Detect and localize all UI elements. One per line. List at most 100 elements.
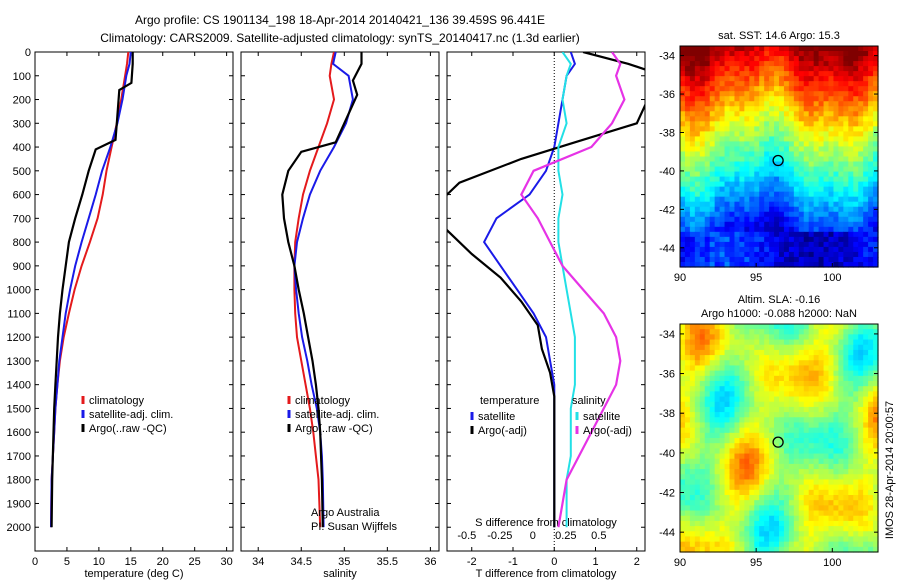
map-cell (848, 349, 854, 356)
map-cell (709, 201, 716, 208)
map-cell (719, 432, 726, 439)
map-cell (694, 438, 701, 444)
map-cell (694, 131, 701, 138)
map-cell (699, 339, 706, 346)
map-cell (779, 495, 785, 501)
map-cell (719, 151, 726, 158)
map-cell (749, 186, 755, 193)
map-cell (719, 96, 726, 102)
map-cell (863, 349, 869, 356)
map-cell (724, 121, 731, 127)
map-cell (739, 531, 745, 538)
map-cell (704, 106, 711, 112)
map-cell (823, 381, 830, 387)
map-cell (734, 86, 740, 92)
map-cell (774, 181, 780, 188)
map-cell (788, 531, 795, 538)
map-cell (838, 201, 844, 208)
map-cell (858, 463, 864, 470)
map-cell (680, 526, 686, 532)
map-cell (744, 216, 750, 223)
map-cell (759, 236, 765, 243)
map-cell (873, 355, 879, 361)
map-cell (788, 417, 795, 424)
map-cell (818, 136, 825, 143)
map-cell (813, 484, 820, 491)
map-cell (793, 438, 800, 444)
map-cell (684, 536, 691, 543)
map-cell (739, 432, 745, 439)
map-cell (754, 66, 760, 72)
map-cell (803, 46, 810, 52)
map-cell (818, 221, 825, 228)
map-cell (863, 412, 869, 418)
map-cell (704, 91, 711, 97)
map-cell (853, 526, 859, 532)
map-cell (744, 101, 750, 107)
map-cell (838, 463, 844, 470)
map-cell (739, 355, 745, 361)
map-cell (783, 495, 790, 501)
map-cell (848, 246, 854, 253)
map-cell (684, 422, 691, 429)
map-cell (724, 500, 731, 506)
map-cell (754, 176, 760, 183)
map-cell (719, 531, 726, 538)
map-cell (739, 438, 745, 444)
map-cell (818, 360, 825, 367)
map-cell (818, 375, 825, 382)
map-cell (709, 66, 716, 72)
map-cell (873, 448, 879, 455)
map-cell (724, 495, 731, 501)
top-tick-label: 0 (530, 530, 536, 542)
top-tick-label: -0.25 (487, 530, 512, 542)
map-cell (793, 176, 800, 183)
map-cell (833, 474, 839, 481)
map-cell (808, 432, 815, 439)
map-cell (709, 365, 716, 372)
map-cell (858, 46, 864, 52)
map-cell (783, 510, 790, 517)
map-cell (764, 541, 770, 548)
map-cell (783, 329, 790, 335)
map-cell (709, 474, 716, 481)
map-cell (833, 463, 839, 470)
map-cell (818, 231, 825, 238)
map-cell (858, 370, 864, 377)
map-cell (769, 201, 775, 208)
map-cell (744, 489, 750, 496)
map-cell (759, 458, 765, 465)
map-cell (853, 196, 859, 203)
map-cell (868, 196, 874, 203)
map-cell (714, 438, 721, 444)
map-cell (833, 91, 839, 97)
map-cell (828, 458, 835, 465)
map-cell (833, 489, 839, 496)
map-cell (724, 344, 731, 351)
map-cell (833, 458, 839, 465)
map-cell (848, 186, 854, 193)
map-cell (684, 66, 691, 72)
map-cell (684, 76, 691, 82)
map-cell (704, 236, 711, 243)
map-cell (680, 196, 686, 203)
map-cell (833, 96, 839, 102)
map-cell (853, 427, 859, 434)
map-cell (798, 489, 805, 496)
map-cell (769, 126, 775, 132)
map-cell (838, 443, 844, 449)
map-cell (754, 479, 760, 486)
map-cell (729, 453, 736, 460)
x-tick-label: 1 (592, 556, 598, 568)
map-cell (838, 151, 844, 158)
map-cell (848, 201, 854, 208)
map-cell (699, 156, 706, 163)
map-cell (749, 391, 755, 398)
map-cell (734, 76, 740, 82)
map-cell (754, 489, 760, 496)
map-cell (749, 469, 755, 475)
map-cell (848, 500, 854, 506)
map-cell (783, 126, 790, 132)
map-cell (749, 489, 755, 496)
map-cell (714, 121, 721, 127)
